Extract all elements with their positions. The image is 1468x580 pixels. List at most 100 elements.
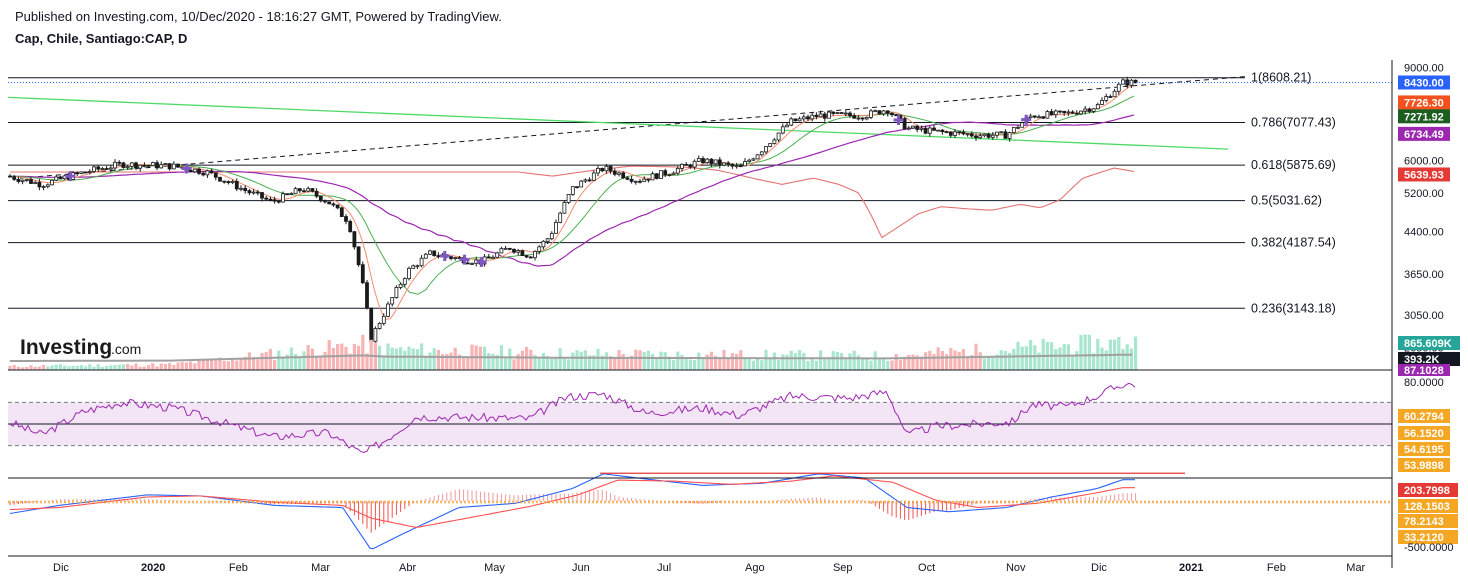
candle — [20, 179, 25, 185]
volume-bar — [625, 358, 629, 370]
candle-body — [738, 165, 743, 168]
candle — [50, 179, 54, 186]
candle-body — [255, 191, 260, 194]
ema-medium-line — [9, 95, 1135, 295]
candle-body — [104, 168, 109, 170]
candle-body — [974, 135, 978, 139]
volume-bar — [176, 362, 180, 370]
volume-bar — [310, 348, 314, 370]
candle-body — [234, 181, 239, 190]
candle-body — [759, 151, 764, 156]
candle — [360, 261, 365, 285]
volume-bar — [1071, 354, 1075, 370]
candle — [911, 125, 915, 129]
candle — [793, 118, 798, 122]
candle-body — [604, 165, 609, 172]
volume-pane[interactable] — [8, 334, 1138, 370]
logo-wordmark: Investing — [20, 336, 112, 359]
candle-body — [936, 129, 941, 132]
volume-bar — [1100, 347, 1104, 370]
candle — [226, 180, 231, 185]
volume-bar — [747, 359, 751, 370]
candle — [923, 125, 928, 135]
candle — [1121, 78, 1125, 85]
volume-bar — [1062, 344, 1066, 370]
volume-bar — [512, 359, 516, 370]
candle — [890, 111, 894, 117]
volume-bar — [604, 352, 608, 370]
rsi-tag-bg — [1398, 426, 1450, 440]
candle — [281, 191, 285, 203]
volume-bar — [67, 366, 71, 370]
volume-bar — [764, 349, 768, 370]
candle — [163, 162, 168, 165]
candle-body — [419, 257, 424, 267]
volume-bar — [596, 349, 600, 370]
volume-bar — [294, 353, 298, 370]
candle-body — [92, 166, 96, 172]
volume-bar — [247, 352, 251, 370]
macd-tag-label: 128.1503 — [1404, 501, 1450, 513]
price-pane[interactable]: 1(8608.21) 0.786(7077.43) 0.618(5875.69) 0.… — [7, 71, 1392, 345]
time-tick-label: 2020 — [141, 562, 165, 574]
candle — [134, 161, 138, 171]
volume-bar — [382, 355, 386, 370]
price-tag-label: 7726.30 — [1404, 97, 1444, 109]
fib-level-label: 0.5(5031.62) — [1251, 194, 1322, 208]
candle-body — [297, 188, 302, 192]
price-tick-label: 3650.00 — [1404, 269, 1444, 281]
candle — [545, 237, 550, 245]
candle-body — [566, 194, 571, 203]
volume-bar — [659, 351, 663, 370]
candle — [801, 114, 806, 122]
candle-body — [948, 131, 953, 136]
candle-body — [675, 168, 680, 174]
candle — [92, 165, 96, 174]
candle — [1070, 110, 1075, 114]
volume-bar — [1092, 353, 1096, 370]
price-tag-bg — [1398, 167, 1450, 182]
candle-body — [213, 172, 218, 178]
volume-bar — [688, 359, 692, 370]
candle-body — [982, 133, 987, 137]
candle-body — [839, 112, 844, 114]
candle — [986, 132, 991, 139]
volume-bar — [399, 347, 403, 370]
price-tag-label: 8430.00 — [1404, 77, 1444, 89]
candle-body — [285, 193, 290, 196]
candle — [612, 168, 617, 177]
candle — [919, 125, 924, 132]
rsi-pane[interactable] — [8, 382, 1392, 453]
candle-body — [306, 188, 311, 192]
candle-body — [33, 181, 38, 184]
candle — [104, 165, 109, 170]
candle-body — [1108, 96, 1113, 98]
fib-level-label: 0.618(5875.69) — [1251, 158, 1336, 172]
volume-bar — [953, 350, 957, 370]
candle — [1095, 102, 1100, 110]
volume-bar — [222, 361, 226, 370]
candle-body — [20, 179, 25, 182]
volume-bar — [487, 353, 491, 370]
candle — [902, 117, 907, 130]
volume-bar — [819, 350, 823, 370]
candle — [1003, 129, 1008, 139]
candle — [852, 113, 857, 119]
candle — [243, 185, 248, 194]
cross-signal-marker — [893, 114, 904, 125]
candle — [323, 199, 327, 204]
candle-body — [776, 132, 781, 141]
candle — [289, 192, 294, 195]
candle — [79, 171, 84, 175]
candle-body — [453, 257, 458, 260]
candle — [113, 159, 117, 171]
macd-pane[interactable] — [8, 472, 1392, 550]
volume-bar — [457, 354, 461, 370]
candle-body — [331, 203, 336, 206]
candle-body — [801, 116, 806, 120]
macd-tag-bg — [1398, 499, 1458, 513]
candle-body — [965, 133, 970, 136]
candle-body — [1020, 122, 1025, 128]
candle — [264, 195, 269, 201]
